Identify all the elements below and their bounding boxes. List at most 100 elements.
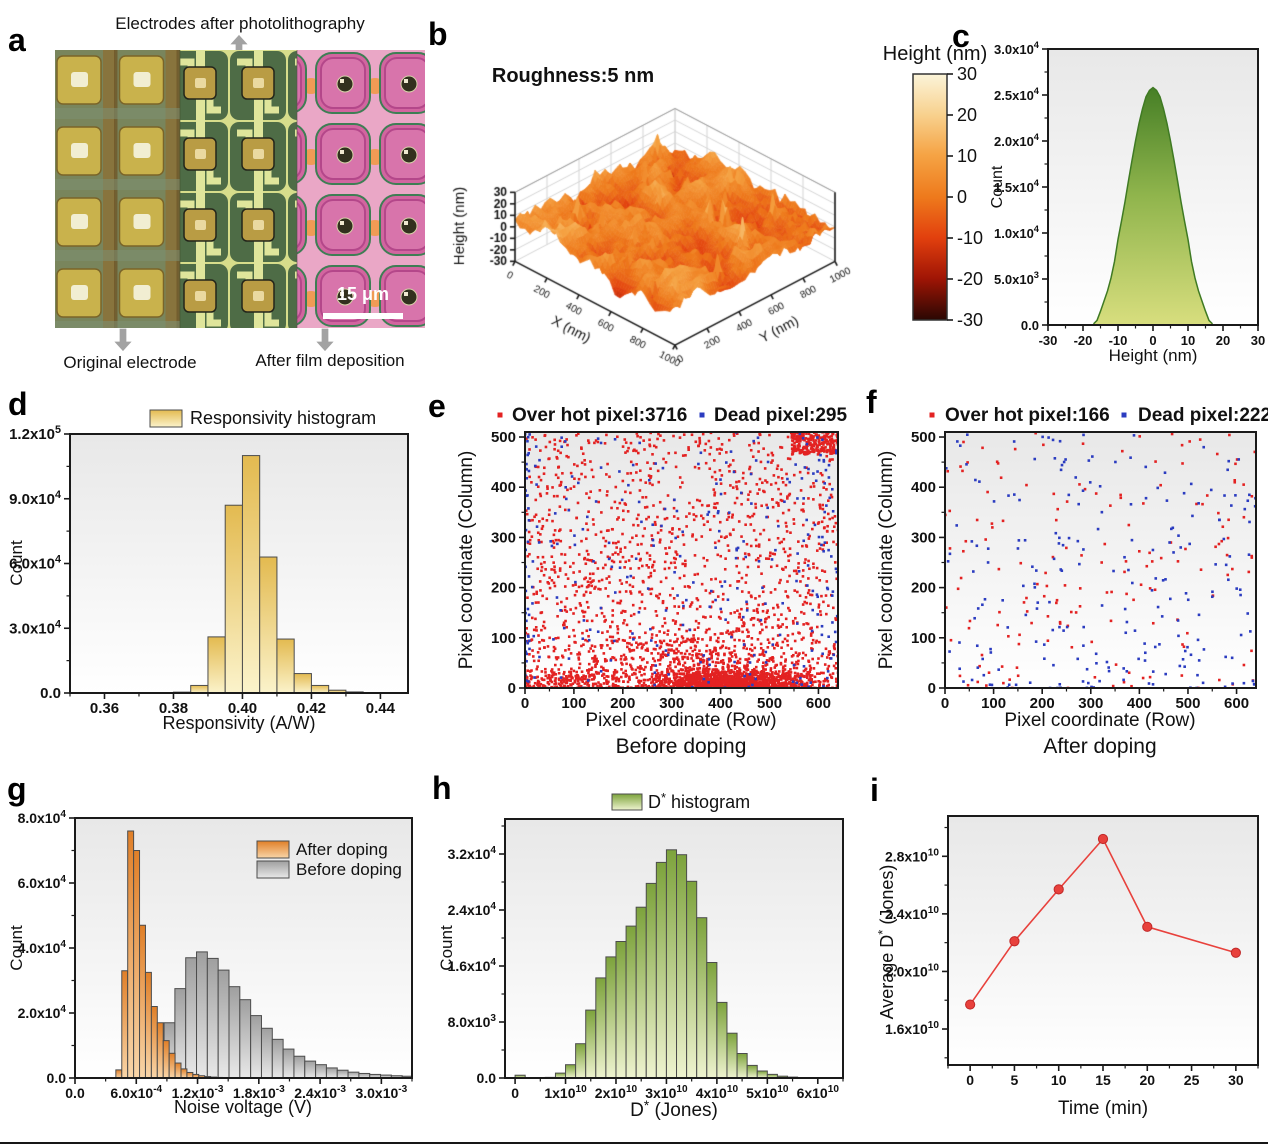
svg-text:30: 30 xyxy=(1251,333,1265,348)
svg-text:20: 20 xyxy=(957,105,977,125)
svg-text:2.4x1010: 2.4x1010 xyxy=(885,905,939,922)
svg-text:300: 300 xyxy=(491,529,516,546)
svg-text:-20: -20 xyxy=(1074,333,1093,348)
figure-bottom-border xyxy=(0,1142,1268,1144)
svg-text:D* (Jones): D* (Jones) xyxy=(630,1098,718,1121)
svg-text:2.5x104: 2.5x104 xyxy=(994,86,1040,103)
svg-text:20: 20 xyxy=(1216,333,1230,348)
svg-text:D* histogram: D* histogram xyxy=(648,790,750,812)
svg-text:500: 500 xyxy=(1175,695,1200,712)
svg-text:Noise voltage (V): Noise voltage (V) xyxy=(174,1097,312,1117)
panel-letter-f: f xyxy=(866,384,877,420)
panel-letter-g: g xyxy=(7,771,27,807)
panel-letter-c: c xyxy=(952,18,970,54)
svg-text:1.0x104: 1.0x104 xyxy=(994,224,1040,241)
scale-bar-label: 15 μm xyxy=(337,284,390,304)
svg-text:0: 0 xyxy=(957,187,967,207)
svg-text:Count: Count xyxy=(989,165,1006,208)
svg-text:5: 5 xyxy=(1011,1072,1019,1088)
svg-text:Dead pixel:222: Dead pixel:222 xyxy=(1138,405,1268,426)
svg-text:2x1010: 2x1010 xyxy=(595,1084,638,1101)
svg-text:Pixel coordinate (Row): Pixel coordinate (Row) xyxy=(1004,710,1195,731)
svg-text:15: 15 xyxy=(1095,1072,1111,1088)
svg-text:Over hot pixel:166: Over hot pixel:166 xyxy=(945,405,1110,426)
svg-text:0.0: 0.0 xyxy=(40,685,61,702)
panel-letter-e: e xyxy=(428,388,446,424)
panel-a-bottom-left-label: Original electrode xyxy=(63,353,197,372)
panel-a-bottom-right-label: After film deposition xyxy=(255,351,405,370)
svg-text:-20: -20 xyxy=(957,269,983,289)
afm-3d-surface xyxy=(430,28,910,378)
panel-a-top-label: Electrodes after photolithography xyxy=(115,14,365,33)
svg-text:10: 10 xyxy=(1051,1072,1067,1088)
svg-text:300: 300 xyxy=(911,529,936,546)
arrow-up-icon xyxy=(229,34,249,58)
svg-text:1.6x104: 1.6x104 xyxy=(448,957,497,974)
svg-text:1.6x1010: 1.6x1010 xyxy=(885,1020,939,1037)
svg-text:100: 100 xyxy=(491,630,516,647)
svg-text:0.0: 0.0 xyxy=(477,1070,497,1086)
svg-text:400: 400 xyxy=(1127,695,1152,712)
svg-text:0.40: 0.40 xyxy=(228,700,257,717)
after-doping-pixel-map: 0 100 200 300 400 500 6000100200300400500Pixel… xyxy=(876,405,1268,758)
svg-text:Responsivity histogram: Responsivity histogram xyxy=(190,408,376,428)
panel-letter-i: i xyxy=(870,772,879,808)
svg-text:1.8x10-3: 1.8x10-3 xyxy=(233,1084,285,1101)
svg-text:2.0x104: 2.0x104 xyxy=(994,132,1040,149)
average-detectivity-vs-time: 0 5 10 15 20 25 30 1.6x1010 2.0x1010 2.4x1010 2.8x… xyxy=(875,815,1259,1119)
film-deposition-image xyxy=(297,50,425,328)
svg-text:0: 0 xyxy=(511,1085,519,1101)
svg-text:100: 100 xyxy=(981,695,1006,712)
svg-text:9.0x104: 9.0x104 xyxy=(9,489,61,508)
svg-text:1x1010: 1x1010 xyxy=(544,1084,587,1101)
svg-text:0: 0 xyxy=(966,1072,974,1088)
svg-text:Average D* (Jones): Average D* (Jones) xyxy=(875,865,897,1020)
svg-text:Count: Count xyxy=(7,540,26,586)
svg-text:After doping: After doping xyxy=(1043,735,1156,758)
svg-text:Responsivity (A/W): Responsivity (A/W) xyxy=(162,713,315,733)
svg-text:600: 600 xyxy=(1224,695,1249,712)
svg-text:Pixel coordinate (Row): Pixel coordinate (Row) xyxy=(585,710,776,731)
svg-text:-30: -30 xyxy=(957,310,983,330)
svg-text:5x1010: 5x1010 xyxy=(746,1084,789,1101)
svg-text:25: 25 xyxy=(1184,1072,1200,1088)
svg-text:-30: -30 xyxy=(1039,333,1058,348)
panel-letter-a: a xyxy=(8,22,26,58)
svg-text:3x1010: 3x1010 xyxy=(645,1084,688,1101)
svg-text:200: 200 xyxy=(491,580,516,597)
detectivity-histogram: 0 1x1010 2x1010 3x1010 4x1010 5x1010 6x1010 0.0… xyxy=(437,790,844,1121)
svg-text:0: 0 xyxy=(508,680,516,697)
svg-text:1.5x104: 1.5x104 xyxy=(994,178,1040,195)
svg-text:20: 20 xyxy=(1139,1072,1155,1088)
svg-text:0: 0 xyxy=(928,680,936,697)
svg-text:3.0x10-3: 3.0x10-3 xyxy=(355,1084,407,1101)
svg-text:6.0x104: 6.0x104 xyxy=(9,554,61,573)
svg-text:1.2x10-3: 1.2x10-3 xyxy=(172,1084,224,1101)
svg-text:2.4x10-3: 2.4x10-3 xyxy=(294,1084,346,1101)
before-doping-pixel-map: 0 100 200 300 400 500 6000100200300400500Pixel… xyxy=(456,405,847,758)
svg-text:Pixel coordinate (Column): Pixel coordinate (Column) xyxy=(876,451,897,670)
svg-text:Before doping: Before doping xyxy=(296,860,402,879)
svg-text:6.0x104: 6.0x104 xyxy=(18,874,67,891)
svg-text:4.0x104: 4.0x104 xyxy=(18,939,67,956)
svg-text:300: 300 xyxy=(1078,695,1103,712)
svg-text:200: 200 xyxy=(1030,695,1055,712)
svg-text:2.0x104: 2.0x104 xyxy=(18,1004,67,1021)
svg-text:200: 200 xyxy=(610,695,635,712)
svg-text:8.0x103: 8.0x103 xyxy=(448,1013,497,1030)
svg-text:500: 500 xyxy=(491,429,516,446)
arrow-down-icon xyxy=(315,328,335,352)
svg-text:Dead pixel:295: Dead pixel:295 xyxy=(714,405,847,426)
svg-text:600: 600 xyxy=(806,695,831,712)
svg-text:0.36: 0.36 xyxy=(90,700,119,717)
svg-text:Before doping: Before doping xyxy=(616,735,747,758)
svg-text:0.0: 0.0 xyxy=(47,1070,67,1086)
svg-text:4x1010: 4x1010 xyxy=(696,1084,739,1101)
svg-text:300: 300 xyxy=(659,695,684,712)
svg-text:-10: -10 xyxy=(957,228,983,248)
svg-text:Roughness:5 nm: Roughness:5 nm xyxy=(492,65,654,87)
svg-text:0.44: 0.44 xyxy=(366,700,396,717)
svg-text:-10: -10 xyxy=(1109,333,1128,348)
svg-text:0.0: 0.0 xyxy=(1021,318,1039,333)
height-colorbar: Height (nm)30 20 10 0 -10 -20 -30 Roughness:5 n… xyxy=(492,43,987,330)
